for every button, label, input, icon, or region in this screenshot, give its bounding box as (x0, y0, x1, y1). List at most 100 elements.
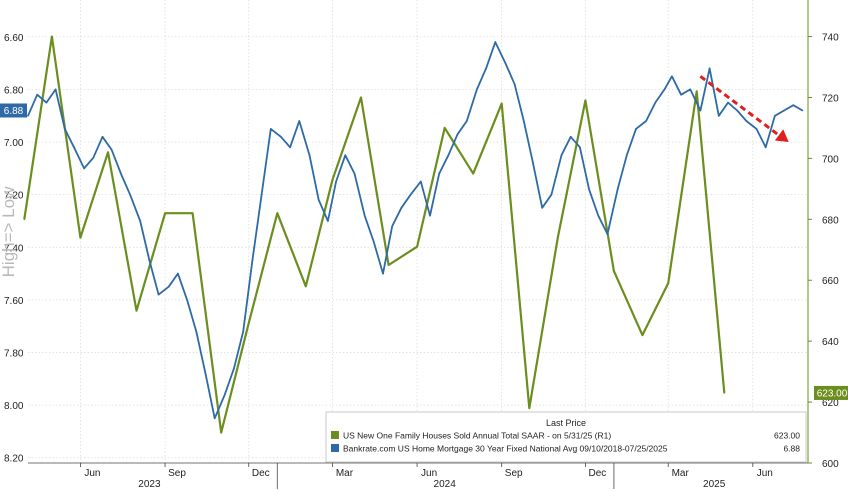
mortgage-rate-point (438, 172, 441, 175)
mortgage-rate-point (54, 88, 57, 91)
mortgage-rate-point (718, 115, 720, 117)
houses-sold-point (248, 322, 250, 324)
mortgage-rate-point (45, 101, 48, 104)
houses-sold-point (695, 90, 698, 93)
houses-sold-point (305, 285, 307, 288)
mortgage-rate-point (308, 154, 311, 156)
houses-sold-point (443, 127, 446, 129)
right-tick-label: 640 (822, 337, 839, 348)
mortgage-rate-point (708, 67, 711, 70)
mortgage-rate-point (727, 101, 729, 104)
x-year-label: 2025 (703, 479, 726, 490)
left-tick-label: 7.00 (4, 138, 24, 149)
x-month-label: Mar (336, 468, 354, 479)
mortgage-rate-point (569, 136, 572, 138)
mortgage-rate-point (579, 146, 581, 149)
legend-swatch-mortgage-rate (331, 444, 339, 452)
legend-title: Last Price (546, 418, 586, 428)
houses-sold-point (613, 270, 615, 272)
mortgage-last-value-badge (0, 103, 27, 118)
mortgage-rate-point (186, 299, 188, 301)
right-tick-label: 700 (822, 154, 839, 165)
mortgage-rate-point (83, 167, 85, 170)
legend: Last Price US New One Family Houses Sold… (325, 411, 807, 463)
mortgage-rate-point (27, 115, 29, 117)
mortgage-rate-point (801, 109, 804, 112)
mortgage-rate-point (110, 149, 113, 151)
legend-entry-mortgage-rate: Bankrate.com US Home Mortgage 30 Year Fi… (343, 444, 668, 454)
mortgage-rate-point (680, 93, 682, 96)
houses-sold-point (276, 212, 279, 214)
houses-sold-point (641, 334, 644, 336)
plot-area (28, 0, 808, 463)
right-tick-label: 740 (822, 33, 839, 44)
mortgage-rate-point (663, 88, 666, 91)
mortgage-rate-point (101, 136, 104, 138)
mortgage-rate-point (224, 393, 226, 396)
mortgage-rate-point (745, 120, 748, 122)
mortgage-rate-point (736, 109, 738, 112)
mortgage-rate-point (317, 199, 320, 201)
mortgage-rate-point (280, 136, 282, 138)
x-month-label: Sep (168, 468, 186, 479)
mortgage-rate-point (382, 272, 384, 275)
mortgage-rate-point (391, 225, 394, 227)
mortgage-rate-point (344, 154, 347, 156)
x-year-label: 2024 (434, 479, 457, 490)
houses-sold-point (387, 264, 390, 266)
legend-box (325, 411, 807, 463)
houses-sold-point (584, 99, 587, 102)
legend-value-mortgage-rate: 6.88 (783, 444, 800, 454)
left-tick-label: 6.80 (4, 85, 24, 96)
houses-sold-point (164, 212, 166, 214)
left-tick-label: 7.40 (4, 243, 24, 254)
series-mortgage-rate (27, 41, 804, 420)
houses-sold-point (360, 96, 362, 99)
mortgage-rate-point (560, 154, 563, 156)
mortgage-rate-point (654, 101, 657, 104)
mortgage-rate-point (373, 241, 375, 243)
mortgage-rate-point (260, 193, 263, 196)
left-tick-label: 6.60 (4, 33, 24, 44)
mortgage-rate-point (400, 207, 403, 209)
mortgage-rate-point (476, 88, 478, 91)
mortgage-rate-point (139, 220, 141, 222)
houses-last-value-badge (814, 385, 848, 400)
mortgage-rate-point (513, 83, 516, 85)
right-tick-label: 600 (822, 459, 839, 470)
mortgage-rate-point (764, 146, 767, 149)
mortgage-rate-point (242, 330, 244, 333)
houses-sold-point (557, 236, 559, 239)
mortgage-rate-point (335, 180, 337, 183)
trend-arrow-shaft (699, 75, 784, 140)
mortgage-rate-point (167, 285, 170, 288)
right-tick-label: 660 (822, 276, 839, 287)
houses-sold-point (191, 212, 194, 214)
houses-sold-point (79, 236, 82, 239)
mortgage-rate-point (409, 193, 412, 196)
x-month-label: Dec (589, 468, 607, 479)
mortgage-last-value: 6.88 (4, 106, 24, 117)
houses-sold-point (472, 172, 475, 175)
mortgage-rate-point (689, 88, 692, 91)
mortgage-rate-point (420, 180, 422, 183)
houses-sold-point (500, 102, 503, 105)
x-month-label: Jun (421, 468, 437, 479)
mortgage-rate-point (92, 157, 95, 159)
mortgage-rate-point (36, 93, 38, 96)
left-tick-label: 7.80 (4, 349, 24, 360)
mortgage-rate-point (298, 120, 301, 122)
houses-sold-point (107, 151, 109, 154)
houses-sold-point (51, 35, 53, 38)
mortgage-rate-point (616, 188, 619, 191)
mortgage-rate-point (541, 207, 543, 209)
houses-sold-point (723, 392, 726, 394)
mortgage-rate-point (289, 146, 291, 149)
left-tick-label: 7.20 (4, 191, 24, 202)
mortgage-rate-point (64, 128, 66, 130)
right-tick-label: 620 (822, 398, 839, 409)
mortgage-rate-point (626, 154, 628, 156)
legend-swatch-houses-sold (331, 431, 339, 439)
mortgage-rate-point (606, 233, 609, 235)
